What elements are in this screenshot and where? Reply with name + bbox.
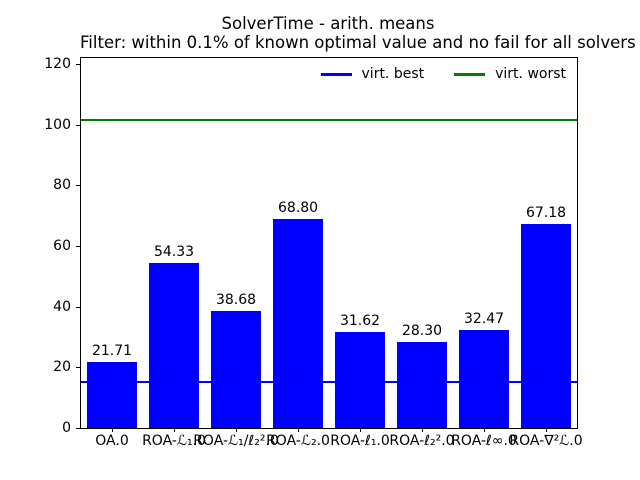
hline-virt-worst [81, 119, 577, 121]
chart-title-block: SolverTime - arith. means Filter: within… [80, 14, 636, 52]
x-tick [546, 428, 547, 432]
bar [273, 219, 323, 428]
x-tick [422, 428, 423, 432]
bar-value-label: 32.47 [463, 311, 505, 327]
x-tick-label: ROA-ℓ₂².0 [389, 433, 455, 449]
x-tick [174, 428, 175, 432]
bar-value-label: 21.71 [91, 343, 133, 359]
legend-label-virt-best: virt. best [361, 66, 425, 82]
y-tick-label: 0 [62, 420, 71, 436]
y-tick [76, 64, 81, 65]
x-tick-label: ROA-ℒ₁.0 [142, 433, 206, 449]
bar-value-label: 54.33 [153, 244, 195, 260]
legend-label-virt-worst: virt. worst [495, 66, 566, 82]
x-tick [112, 428, 113, 432]
chart-title: SolverTime - arith. means [221, 14, 435, 33]
y-tick [76, 125, 81, 126]
axes: virt. best virt. worst 0 20 40 60 80 100 120 21… [44, 56, 582, 449]
x-tick-label: ROA-ℓ∞.0 [451, 433, 517, 449]
bar-value-label: 28.30 [401, 323, 443, 339]
y-tick-label: 100 [44, 117, 71, 133]
y-tick [76, 307, 81, 308]
chart-subtitle: Filter: within 0.1% of known optimal val… [80, 33, 636, 52]
bar [211, 311, 261, 428]
legend: virt. best virt. worst [320, 66, 566, 82]
y-tick [76, 246, 81, 247]
bar [149, 263, 199, 428]
bar-value-label: 38.68 [215, 292, 257, 308]
y-tick-label: 20 [53, 359, 71, 375]
x-tick-label: OA.0 [95, 433, 129, 449]
bar [459, 330, 509, 428]
bar [521, 224, 571, 428]
bar [335, 332, 385, 428]
virt-best-line-swatch [320, 72, 352, 76]
bar [397, 342, 447, 428]
x-tick-label: ROA-ℒ₂.0 [266, 433, 330, 449]
y-tick-label: 80 [53, 177, 71, 193]
legend-item-virt-worst: virt. worst [454, 66, 566, 82]
x-tick [236, 428, 237, 432]
y-tick-label: 60 [53, 238, 71, 254]
x-tick-label: ROA-∇²ℒ.0 [509, 433, 583, 449]
y-tick [76, 428, 81, 429]
hline-virt-best [81, 381, 577, 383]
bar-value-label: 68.80 [277, 200, 319, 216]
y-tick [76, 367, 81, 368]
y-tick-label: 120 [44, 56, 71, 72]
virt-worst-line-swatch [454, 72, 486, 76]
y-tick [76, 185, 81, 186]
y-tick-label: 40 [53, 299, 71, 315]
x-tick-label: ROA-ℒ₁/ℓ₂².0 [193, 433, 279, 449]
x-tick [484, 428, 485, 432]
x-tick [360, 428, 361, 432]
legend-item-virt-best: virt. best [320, 66, 425, 82]
x-tick-label: ROA-ℓ₁.0 [330, 433, 390, 449]
bar-value-label: 31.62 [339, 313, 381, 329]
x-tick [298, 428, 299, 432]
bar-value-label: 67.18 [525, 205, 567, 221]
bar [87, 362, 137, 428]
